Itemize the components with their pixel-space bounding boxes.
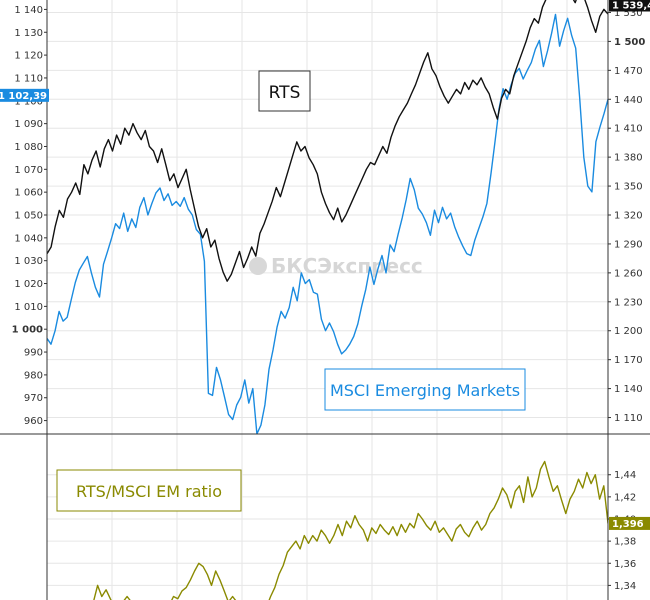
ratio-last-value-badge: 1,396 [612, 519, 644, 530]
left-last-value-badge-bg [0, 88, 49, 102]
right-axis-tick-1-110: 1 110 [614, 413, 643, 424]
right-axis-tick-1-230: 1 230 [614, 297, 643, 308]
top-panel-series [47, 0, 608, 434]
annotation-rts-text: RTS [269, 83, 301, 103]
right-top-last-value-badge: 1 539,4 [612, 1, 650, 12]
right-axis-tick-1-290: 1 290 [614, 239, 643, 250]
right-axis-tick-1-350: 1 350 [614, 182, 643, 193]
series-layer [47, 0, 608, 600]
right-axis-tick-1-34: 1,34 [614, 581, 636, 592]
right-axis-tick-1-320: 1 320 [614, 211, 643, 222]
left-axis-tick-1-130: 1 130 [14, 28, 43, 39]
right-axis-tick-1-170: 1 170 [614, 355, 643, 366]
grid-lines [47, 0, 608, 600]
annotation-ratio-text: RTS/MSCI EM ratio [76, 482, 222, 501]
left-axis-tick-1-090: 1 090 [14, 119, 43, 130]
annotation-rts-box [258, 70, 311, 112]
right-axis-tick-1-470: 1 470 [614, 66, 643, 77]
annotation-msci-box [324, 368, 526, 411]
right-axis-tick-1-42: 1,42 [614, 492, 636, 503]
bottom-panel-series [93, 460, 608, 600]
annotation-rts: RTS [258, 70, 311, 112]
annotation-msci-text: MSCI Emerging Markets [330, 381, 520, 400]
watermark-text: БКСЭкспресс [271, 254, 423, 278]
left-axis-tick-1-080: 1 080 [14, 142, 43, 153]
right-axis-tick-1-36: 1,36 [614, 559, 636, 570]
value-badges: 1 102,39 1 539,4 1,396 [0, 0, 650, 530]
left-axis-tick-1-020: 1 020 [14, 279, 43, 290]
right-axis-tick-1-440: 1 440 [614, 95, 643, 106]
left-axis-tick-1-140: 1 140 [14, 5, 43, 16]
watermark-logo-icon [249, 257, 267, 275]
watermark: БКСЭкспресс [249, 254, 423, 278]
right-axis-tick-1-380: 1 380 [614, 153, 643, 164]
rts-line [47, 0, 608, 282]
left-axis-tick-960: 960 [24, 416, 43, 427]
left-axis-tick-1-000: 1 000 [12, 325, 43, 336]
right-axis-tick-1-44: 1,44 [614, 470, 636, 481]
left-axis-tick-1-110: 1 110 [14, 73, 43, 84]
left-axis-tick-980: 980 [24, 370, 43, 381]
annotation-msci: MSCI Emerging Markets [324, 368, 526, 411]
left-axis-tick-1-060: 1 060 [14, 188, 43, 199]
left-last-value-badge: 1 102,39 [0, 91, 47, 102]
left-axis-tick-1-010: 1 010 [14, 302, 43, 313]
annotation-ratio-box [56, 469, 242, 512]
ratio-last-value-badge-bg [609, 516, 650, 530]
ratio-line [93, 460, 608, 600]
left-axis-tick-1-120: 1 120 [14, 51, 43, 62]
right-axis-tick-1-200: 1 200 [614, 326, 643, 337]
left-axis-tick-970: 970 [24, 393, 43, 404]
left-axis-tick-1-040: 1 040 [14, 233, 43, 244]
left-axis-tick-1-050: 1 050 [14, 211, 43, 222]
annotation-ratio: RTS/MSCI EM ratio [56, 469, 242, 512]
right-top-last-value-badge-bg [609, 0, 650, 12]
right-axis-tick-1-530: 1 530 [614, 8, 643, 19]
right-axis-tick-1-140: 1 140 [614, 384, 643, 395]
left-axis-tick-1-030: 1 030 [14, 256, 43, 267]
right-axis-tick-1-38: 1,38 [614, 537, 636, 548]
left-axis-tick-1-070: 1 070 [14, 165, 43, 176]
right-axis-tick-1-410: 1 410 [614, 124, 643, 135]
left-axis-tick-990: 990 [24, 348, 43, 359]
right-axis-tick-1-500: 1 500 [614, 37, 645, 48]
right-axis-tick-1-260: 1 260 [614, 268, 643, 279]
